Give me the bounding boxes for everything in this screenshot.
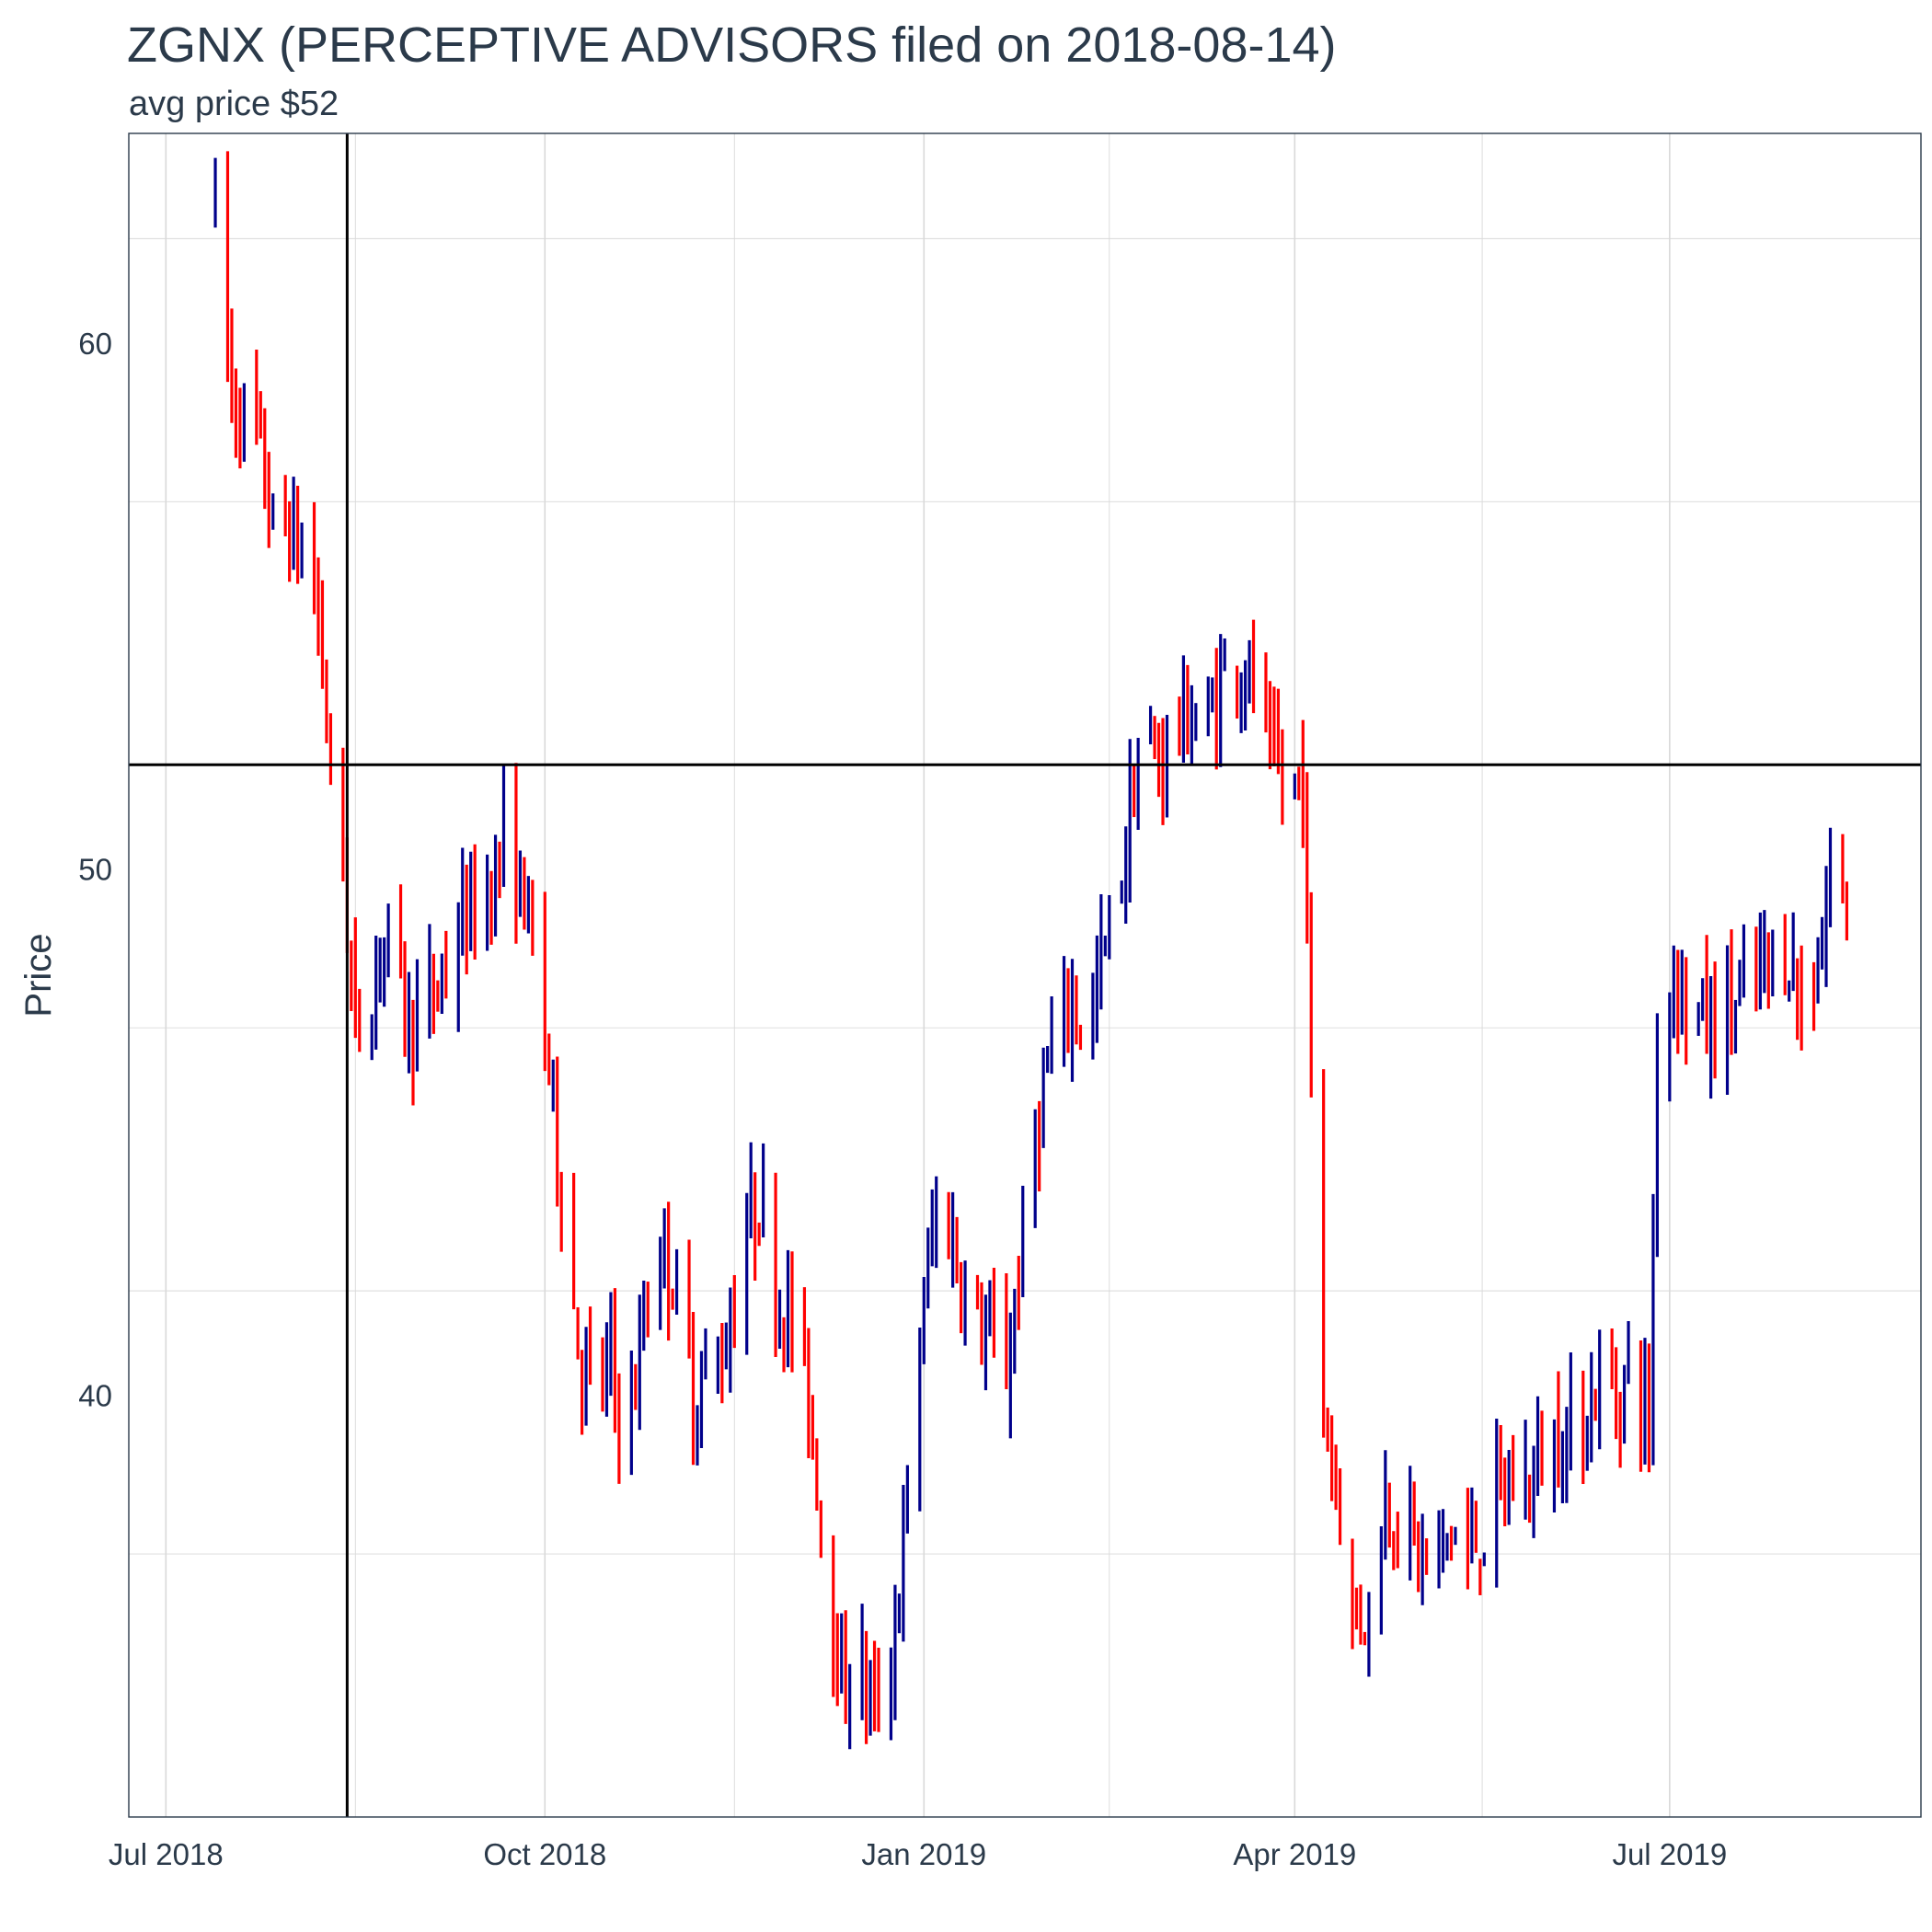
chart-title: ZGNX (PERCEPTIVE ADVISORS filed on 2018-… [127, 17, 1337, 73]
x-tick-label: Jan 2019 [861, 1837, 986, 1871]
panel-border [128, 132, 1922, 1818]
y-tick-label: 40 [78, 1379, 112, 1413]
chart-subtitle: avg price $52 [129, 85, 339, 123]
y-tick-labels: 40 50 60 [78, 327, 112, 1413]
price-bars [213, 151, 1848, 1750]
grid-major [165, 133, 1671, 1817]
x-tick-label: Jul 2019 [1612, 1837, 1727, 1871]
x-tick-label: Apr 2019 [1233, 1837, 1356, 1871]
y-tick-label: 60 [78, 327, 112, 361]
x-tick-label: Oct 2018 [483, 1837, 606, 1871]
grid-minor [129, 133, 1921, 1818]
reference-lines [129, 133, 1921, 1817]
x-tick-labels: Jul 2018 Oct 2018 Jan 2019 Apr 2019 Jul 2019 [109, 1837, 1727, 1871]
y-axis-label: Price [18, 933, 59, 1017]
y-tick-label: 50 [78, 853, 112, 887]
x-tick-label: Jul 2018 [109, 1837, 224, 1871]
